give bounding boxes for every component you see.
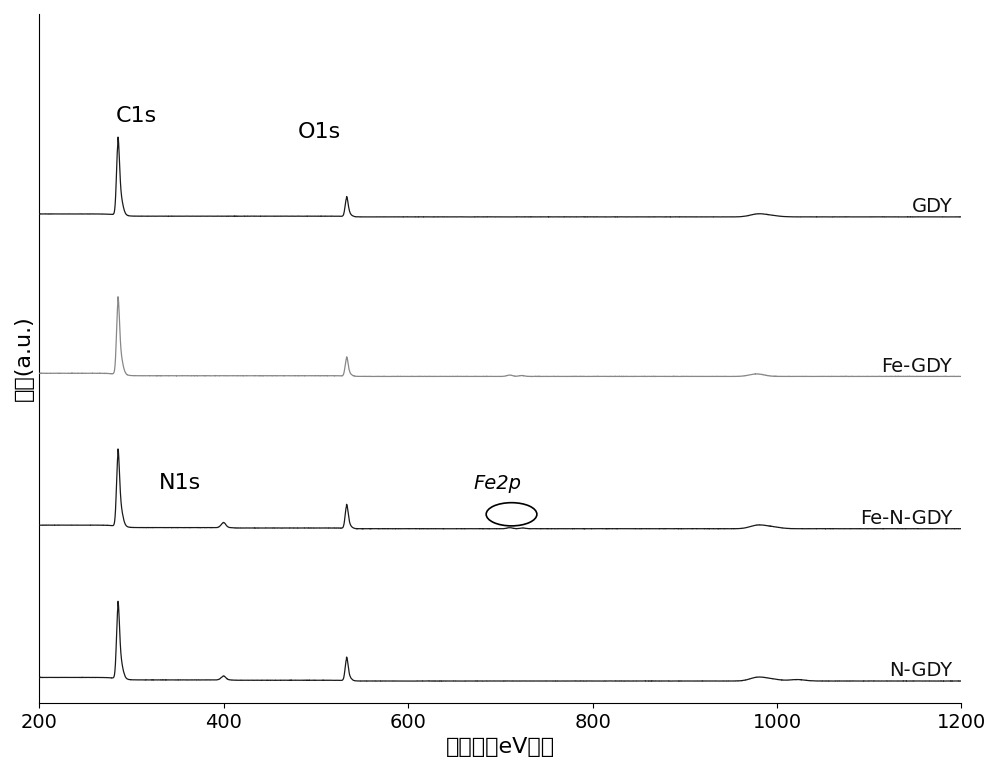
Text: N1s: N1s <box>159 473 202 493</box>
Text: Fe-N-GDY: Fe-N-GDY <box>860 509 952 528</box>
Text: Fe2p: Fe2p <box>474 473 522 493</box>
Text: N-GDY: N-GDY <box>889 662 952 681</box>
X-axis label: 结合能（eV））: 结合能（eV）） <box>446 737 555 757</box>
Text: O1s: O1s <box>298 122 341 142</box>
Text: C1s: C1s <box>116 106 157 126</box>
Text: GDY: GDY <box>912 197 952 217</box>
Y-axis label: 强度(a.u.): 强度(a.u.) <box>14 315 34 401</box>
Text: Fe-GDY: Fe-GDY <box>882 357 952 375</box>
